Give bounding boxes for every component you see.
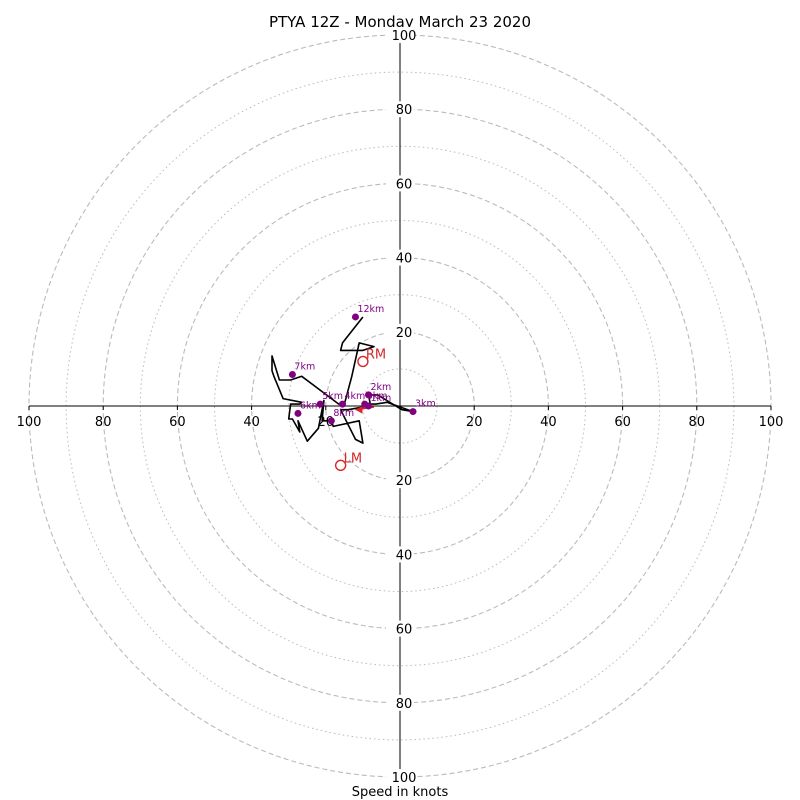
storm-marker-rm (357, 355, 369, 368)
height-label-4km: 4km (344, 391, 365, 402)
tick-labels: 100 80 60 40 20 20 40 60 80 100100806040202040608… (17, 27, 784, 786)
y-tick-backing (386, 620, 414, 637)
x-tick-label: 40 (243, 415, 260, 430)
x-tick-label: 40 (540, 415, 557, 430)
y-tick-backing (386, 175, 414, 192)
y-tick-backing (386, 323, 414, 340)
storm-motion-markers: RM LM (334, 347, 386, 472)
y-tick-backing (386, 27, 414, 43)
height-marker-2km (364, 391, 372, 399)
storm-marker-lm (334, 459, 347, 472)
y-tick-backing (386, 694, 414, 711)
y-tick-label: 80 (396, 697, 413, 712)
height-label-0km: 0km (367, 391, 388, 402)
height-marker-1km (364, 402, 372, 410)
height-marker-4km (338, 400, 346, 408)
height-marker-6km (294, 409, 302, 417)
height-label-2km: 2km (370, 382, 391, 393)
y-tick-backing (386, 546, 414, 563)
x-tick-label: 100 (759, 415, 784, 430)
height-label-6km: 6km (300, 400, 321, 411)
y-tick-label: 20 (396, 326, 413, 341)
chart-title: PTYA 12Z - Monday March 23 2020 (269, 13, 531, 31)
x-tick-label: 60 (169, 415, 186, 430)
y-tick-label: 80 (396, 103, 413, 118)
y-tick-backing (386, 472, 414, 489)
y-tick-label: 60 (396, 177, 413, 192)
x-tick-label: 60 (614, 415, 631, 430)
y-tick-label: 40 (396, 548, 413, 563)
axes (29, 35, 771, 777)
storm-label-rm: RM (366, 347, 386, 362)
y-tick-label: 60 (396, 623, 413, 638)
x-axis-label: Speed in knots (352, 785, 449, 800)
x-tick-label: 80 (95, 415, 112, 430)
height-label-7km: 7km (294, 361, 315, 372)
mean-wind-arrowhead (355, 405, 363, 414)
height-marker-5km (316, 400, 324, 408)
storm-label-lm: LM (344, 451, 362, 466)
y-tick-backing (386, 101, 414, 118)
x-tick-label: 100 (17, 415, 42, 430)
height-label-1km: 1km (370, 393, 391, 404)
height-marker-3km (409, 408, 417, 416)
height-label-5km: 5km (322, 391, 343, 402)
x-tick-label: 80 (689, 415, 706, 430)
y-tick-label: 100 (392, 29, 417, 44)
height-marker-8km (327, 417, 335, 425)
height-marker-7km (288, 370, 296, 378)
y-tick-backing (386, 769, 414, 785)
y-tick-backing (386, 249, 414, 266)
y-tick-label: 40 (396, 252, 413, 267)
height-marker-12km (351, 313, 359, 321)
height-label-8km: 8km (333, 408, 354, 419)
height-label-12km: 12km (357, 304, 384, 315)
height-label-3km: 3km (415, 399, 436, 410)
x-tick-label: 20 (466, 415, 483, 430)
y-tick-label: 20 (396, 474, 413, 489)
y-tick-label: 100 (392, 771, 417, 786)
